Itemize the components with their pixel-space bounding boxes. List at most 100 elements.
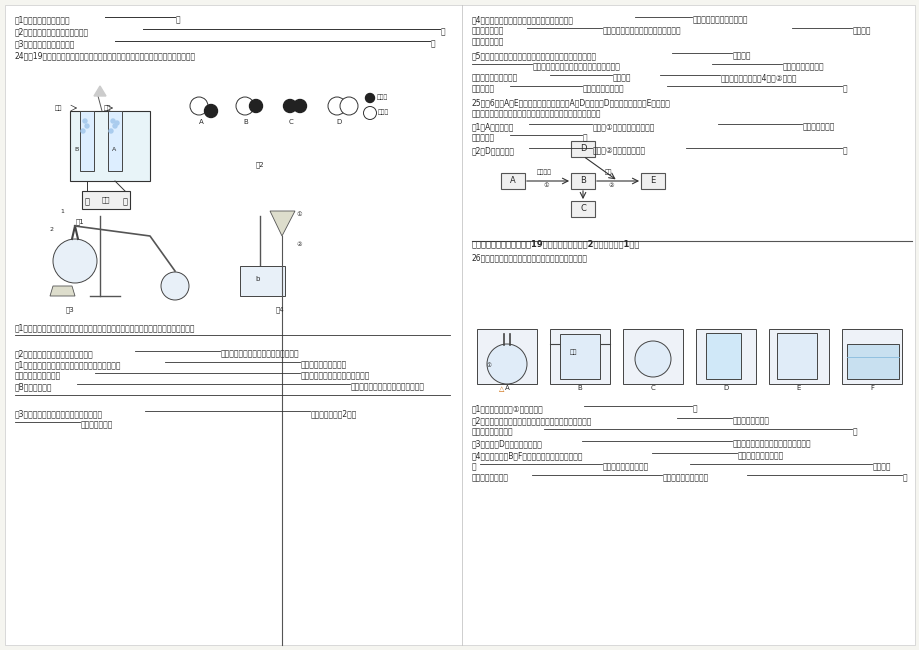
- Text: （3）用装置D收集氧气的依据是: （3）用装置D收集氧气的依据是: [471, 439, 542, 448]
- Text: ；: ；: [176, 15, 180, 24]
- Text: b: b: [255, 276, 259, 282]
- Text: A: A: [509, 177, 516, 185]
- Text: 二氧化锰: 二氧化锰: [537, 170, 551, 175]
- Text: 的方法来: 的方法来: [852, 26, 870, 35]
- Text: 然水变成纯水的方法是: 然水变成纯水的方法是: [471, 73, 517, 82]
- Text: 水还是软水可用: 水还是软水可用: [471, 26, 504, 35]
- FancyBboxPatch shape: [571, 141, 595, 157]
- Text: A: A: [505, 385, 509, 391]
- Text: 电源: 电源: [102, 197, 110, 203]
- Circle shape: [236, 97, 254, 115]
- Text: ，反应②的化学方程式为: ，反应②的化学方程式为: [593, 146, 645, 155]
- Text: B: B: [244, 119, 248, 125]
- Circle shape: [161, 272, 188, 300]
- Text: 25．（6分）A～E是初中化学常见的物质，A、D是固体，D是一种黑色单质，E能使澄清: 25．（6分）A～E是初中化学常见的物质，A、D是固体，D是一种黑色单质，E能使…: [471, 98, 670, 107]
- Text: 玻璃管中的现象差异是: 玻璃管中的现象差异是: [15, 371, 62, 380]
- Text: B: B: [74, 147, 78, 152]
- Text: （5）了解水的净化方法，除去水中不溶性物质常用的方法是: （5）了解水的净化方法，除去水中不溶性物质常用的方法是: [471, 51, 596, 60]
- Bar: [82, 191, 130, 209]
- Text: －: －: [85, 197, 90, 206]
- Text: （2）生石灰能使鞋保持干燥是因为: （2）生石灰能使鞋保持干燥是因为: [15, 27, 89, 36]
- FancyBboxPatch shape: [641, 173, 664, 189]
- Text: B: B: [580, 177, 585, 185]
- Text: （2）实验室用过氧化氢溶液制取氧气可选用的发生装置是: （2）实验室用过氧化氢溶液制取氧气可选用的发生装置是: [471, 416, 592, 425]
- Circle shape: [634, 341, 670, 377]
- Circle shape: [328, 97, 346, 115]
- Text: 的石灰水变浑浊。它们的转化关系如图所示，请回答下列问题：: 的石灰水变浑浊。它们的转化关系如图所示，请回答下列问题：: [471, 109, 601, 118]
- Text: ①: ①: [543, 183, 549, 188]
- Text: 棉花: 棉花: [570, 350, 577, 355]
- Text: D: D: [579, 144, 585, 153]
- Circle shape: [190, 97, 208, 115]
- Polygon shape: [269, 211, 295, 236]
- Circle shape: [340, 97, 357, 115]
- Text: ＋: ＋: [123, 197, 128, 206]
- Circle shape: [283, 99, 296, 112]
- Circle shape: [486, 344, 527, 384]
- Text: ，玻璃棒末端要靠在: ，玻璃棒末端要靠在: [583, 84, 624, 93]
- Text: ，常饮用硬水不利于健康，家庭中常用: ，常饮用硬水不利于健康，家庭中常用: [602, 26, 681, 35]
- Text: （2）了解了水的组成和性质，水是由: （2）了解了水的组成和性质，水是由: [15, 349, 94, 358]
- Text: C: C: [289, 119, 293, 125]
- Text: ，在实验室中，将天: ，在实验室中，将天: [782, 62, 823, 71]
- Text: 活塞: 活塞: [55, 105, 62, 110]
- Text: 必须进行的操作是: 必须进行的操作是: [471, 473, 508, 482]
- Text: 活塞: 活塞: [104, 105, 111, 110]
- Circle shape: [85, 124, 89, 128]
- Text: 是对应装置图，在图4中，②所指的: 是对应装置图，在图4中，②所指的: [720, 73, 797, 82]
- Circle shape: [113, 124, 117, 128]
- Text: 为: 为: [471, 462, 476, 471]
- Text: C: C: [650, 385, 654, 391]
- Bar: [777, 333, 816, 379]
- Text: （3）生石灰不可食用是因为: （3）生石灰不可食用是因为: [15, 39, 75, 48]
- Text: A: A: [199, 119, 203, 125]
- Circle shape: [81, 129, 85, 133]
- Text: ，实验前: ，实验前: [872, 462, 891, 471]
- Bar: [768, 329, 828, 384]
- Text: 。: 。: [902, 473, 907, 482]
- Circle shape: [249, 99, 262, 112]
- Text: ①: ①: [297, 212, 302, 217]
- Bar: [560, 334, 599, 379]
- Text: 。: 。: [852, 427, 857, 436]
- Text: 构成，可用如图2中的: 构成，可用如图2中的: [311, 409, 357, 418]
- Text: 图4: 图4: [276, 306, 284, 313]
- Circle shape: [115, 121, 119, 125]
- Text: ，用这种方法收集氧气，验满的方法是: ，用这种方法收集氧气，验满的方法是: [732, 439, 811, 448]
- Bar: [240, 266, 285, 296]
- Bar: [70, 111, 150, 181]
- Text: 图1: 图1: [75, 218, 85, 225]
- Text: ，请写出水中通直流电的化学方程式: ，请写出水中通直流电的化学方程式: [351, 382, 425, 391]
- Bar: [108, 111, 122, 171]
- Text: D: D: [722, 385, 728, 391]
- Text: 组成的。水通电可以发生分解反应，如: 组成的。水通电可以发生分解反应，如: [221, 349, 300, 358]
- Text: （4）知道水有硬水和软水之分，硬水是含有较多: （4）知道水有硬水和软水之分，硬水是含有较多: [471, 15, 573, 24]
- Text: ，用燃着的木条在玻璃管尖嘴口检: ，用燃着的木条在玻璃管尖嘴口检: [301, 371, 370, 380]
- Text: 。: 。: [583, 133, 587, 142]
- Bar: [846, 344, 898, 379]
- Text: （填序号），发生: （填序号），发生: [732, 416, 769, 425]
- Circle shape: [111, 119, 115, 123]
- Polygon shape: [94, 86, 106, 96]
- Text: （3）知道了水的微观结构，一个水分子由: （3）知道了水的微观结构，一个水分子由: [15, 409, 103, 418]
- Text: 。: 。: [842, 84, 846, 93]
- Text: ，发生反应的化学方程: ，发生反应的化学方程: [737, 451, 783, 460]
- Text: 试管口放棉花的作用为: 试管口放棉花的作用为: [602, 462, 649, 471]
- Text: D: D: [336, 119, 341, 125]
- Circle shape: [363, 107, 376, 120]
- Text: 反应类型为: 反应类型为: [471, 133, 494, 142]
- Text: ②: ②: [608, 183, 614, 188]
- Text: 降低水的硬度。: 降低水的硬度。: [471, 37, 504, 46]
- Text: （2）D的化学式为: （2）D的化学式为: [471, 146, 515, 155]
- Bar: [476, 329, 537, 384]
- Circle shape: [293, 99, 306, 112]
- Text: 氢原子: 氢原子: [377, 94, 388, 100]
- Text: （1）水资源是宝贵的，我们一定要节约用水，请举出在家庭生活中节约用水的一种方法: （1）水资源是宝贵的，我们一定要节约用水，请举出在家庭生活中节约用水的一种方法: [15, 323, 196, 332]
- Text: ，该反应的基本: ，该反应的基本: [802, 122, 834, 131]
- Text: ，上图中: ，上图中: [612, 73, 630, 82]
- Text: 仪器名称为: 仪器名称为: [471, 84, 494, 93]
- Text: 图2: 图2: [255, 161, 264, 168]
- Text: E: E: [650, 177, 655, 185]
- Text: 氧原子: 氧原子: [378, 109, 389, 115]
- Text: △: △: [499, 386, 505, 392]
